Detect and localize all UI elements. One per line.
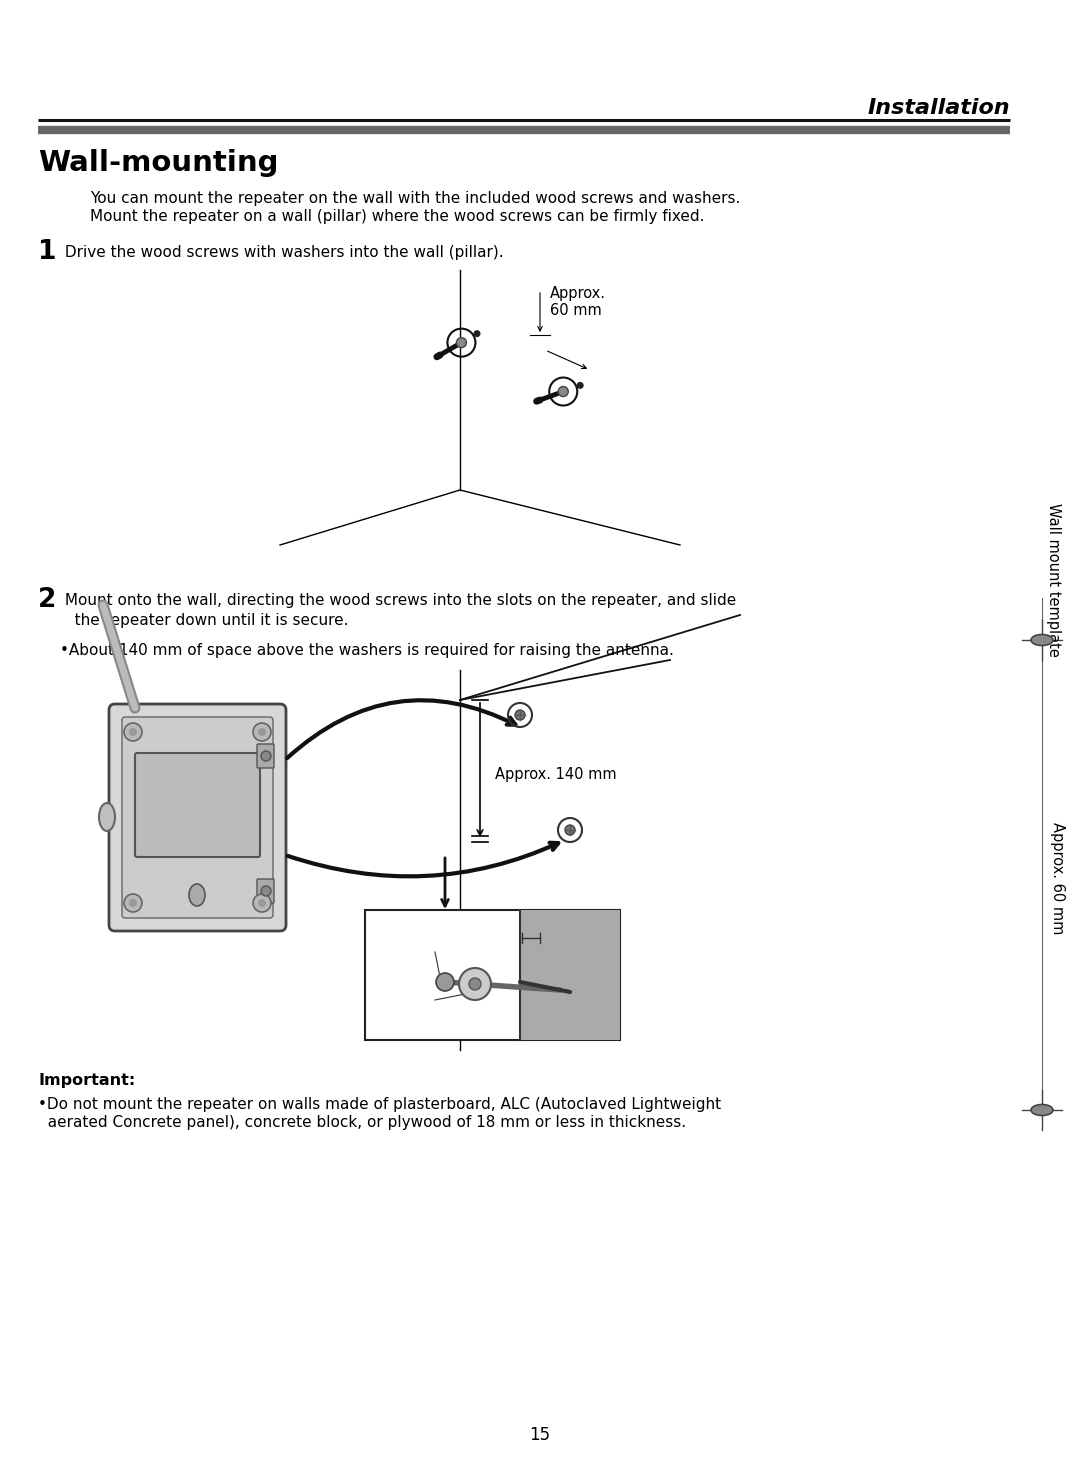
Circle shape xyxy=(436,974,454,991)
Text: Wall mount template: Wall mount template xyxy=(1045,504,1061,657)
Text: Important:: Important: xyxy=(38,1073,135,1088)
Circle shape xyxy=(515,710,525,720)
Text: the repeater down until it is secure.: the repeater down until it is secure. xyxy=(60,612,349,628)
Circle shape xyxy=(577,382,583,389)
Circle shape xyxy=(253,895,271,912)
Text: Installation: Installation xyxy=(867,98,1010,119)
Text: 15: 15 xyxy=(529,1426,551,1444)
Text: Approx. 140 mm: Approx. 140 mm xyxy=(495,767,617,782)
Text: 2: 2 xyxy=(38,587,56,613)
Bar xyxy=(519,911,620,1039)
Text: Drive the wood screws with washers into the wall (pillar).: Drive the wood screws with washers into … xyxy=(60,244,503,259)
Text: Mount onto the wall, directing the wood screws into the slots on the repeater, a: Mount onto the wall, directing the wood … xyxy=(60,593,737,608)
Ellipse shape xyxy=(189,884,205,906)
Text: Wall-mounting: Wall-mounting xyxy=(38,149,279,177)
FancyBboxPatch shape xyxy=(122,717,273,918)
Text: aerated Concrete panel), concrete block, or plywood of 18 mm or less in thicknes: aerated Concrete panel), concrete block,… xyxy=(38,1116,686,1130)
Circle shape xyxy=(261,751,271,761)
Text: You can mount the repeater on the wall with the included wood screws and washers: You can mount the repeater on the wall w… xyxy=(90,190,741,205)
Circle shape xyxy=(253,723,271,741)
Circle shape xyxy=(129,899,137,908)
Circle shape xyxy=(258,728,266,736)
Text: Approx.
60 mm: Approx. 60 mm xyxy=(550,285,606,318)
Bar xyxy=(365,911,620,1039)
Text: 1: 1 xyxy=(38,239,56,265)
FancyBboxPatch shape xyxy=(257,744,274,769)
Circle shape xyxy=(124,895,141,912)
Text: Mount the repeater on a wall (pillar) where the wood screws can be firmly fixed.: Mount the repeater on a wall (pillar) wh… xyxy=(90,209,704,224)
Circle shape xyxy=(459,968,491,1000)
Ellipse shape xyxy=(1031,634,1053,646)
Circle shape xyxy=(258,899,266,908)
Text: 2.5 – 3 mm: 2.5 – 3 mm xyxy=(542,931,620,944)
Circle shape xyxy=(124,723,141,741)
Text: Washer
(included): Washer (included) xyxy=(373,990,443,1020)
FancyBboxPatch shape xyxy=(135,752,260,856)
Text: •Do not mount the repeater on walls made of plasterboard, ALC (Autoclaved Lightw: •Do not mount the repeater on walls made… xyxy=(38,1098,721,1113)
FancyBboxPatch shape xyxy=(109,704,286,931)
Text: Approx. 60 mm: Approx. 60 mm xyxy=(1050,821,1065,934)
Circle shape xyxy=(558,386,568,397)
Text: Wood screw
(included): Wood screw (included) xyxy=(373,938,457,968)
Text: •About 140 mm of space above the washers is required for raising the antenna.: •About 140 mm of space above the washers… xyxy=(60,643,674,657)
Ellipse shape xyxy=(1031,1104,1053,1116)
Circle shape xyxy=(261,886,271,896)
Text: Wall
(Pillar): Wall (Pillar) xyxy=(541,955,595,985)
Circle shape xyxy=(129,728,137,736)
Circle shape xyxy=(469,978,481,990)
Circle shape xyxy=(565,826,575,834)
FancyBboxPatch shape xyxy=(257,878,274,903)
Ellipse shape xyxy=(99,802,114,832)
Circle shape xyxy=(457,338,467,347)
Circle shape xyxy=(473,329,481,337)
